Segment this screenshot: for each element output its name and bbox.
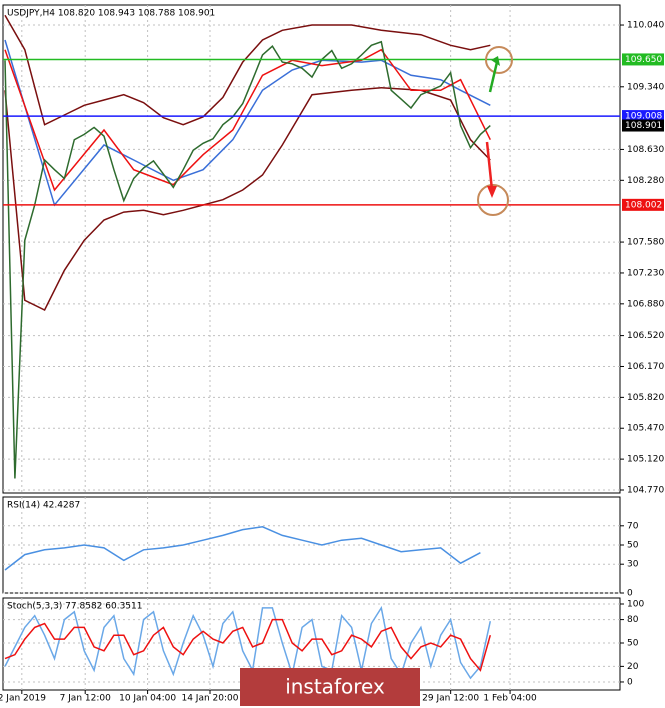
y-tick-label: 0: [627, 589, 633, 599]
y-tick-label: 104.770: [627, 486, 664, 496]
y-tick-label: 105.120: [627, 455, 664, 465]
y-tick-label: 105.470: [627, 424, 664, 434]
y-tick-label: 106.520: [627, 331, 664, 341]
arrow-head: [491, 56, 500, 66]
y-tick-label: 107.230: [627, 268, 664, 278]
level-label: 109.008: [625, 112, 662, 122]
panel-title: USDJPY,H4 108.820 108.943 108.788 108.90…: [7, 9, 215, 19]
x-tick-label: 2 Jan 2019: [0, 694, 46, 704]
x-tick-label: 14 Jan 20:00: [181, 694, 238, 704]
series-line: [4, 39, 491, 207]
x-tick-label: 1 Feb 04:00: [483, 694, 537, 704]
target-circle: [477, 184, 509, 216]
panel-title: Stoch(5,3,3) 77.8582 60.3511: [7, 602, 142, 612]
series-line: [4, 48, 491, 192]
level-label: 108.002: [625, 200, 662, 210]
y-tick-label: 30: [627, 560, 639, 570]
layer: 110.040 109.340 108.630 108.280 107.580 107.2…: [0, 4, 664, 704]
level-tag: [622, 110, 664, 123]
level-label: 109.650: [625, 55, 662, 65]
y-tick-label: 106.880: [627, 299, 664, 309]
series-line: [4, 526, 481, 571]
level-tag: [622, 198, 664, 211]
y-tick-label: 108.630: [627, 145, 664, 155]
series-line: [4, 40, 491, 479]
watermark: instaforex: [240, 668, 420, 706]
y-tick-label: 107.580: [627, 238, 664, 248]
y-tick-label: 109.340: [627, 82, 664, 92]
level-label: 108.901: [625, 121, 662, 131]
series-line: [4, 14, 491, 126]
annotations: [477, 46, 513, 216]
y-tick-label: 106.170: [627, 362, 664, 372]
series-line: [4, 605, 492, 680]
watermark-box: [240, 668, 420, 706]
arrow-head: [487, 186, 497, 198]
x-tick-label: 7 Jan 12:00: [60, 694, 112, 704]
y-tick-label: 70: [627, 521, 639, 531]
series-line: [4, 86, 491, 312]
y-tick-label: 50: [627, 541, 639, 551]
panel-title: RSI(14) 42.4287: [7, 501, 80, 511]
watermark-text: instaforex: [285, 675, 385, 699]
series-group: [4, 14, 491, 479]
y-tick-label: 80: [627, 615, 639, 625]
series-group: [4, 605, 492, 680]
y-tick-label: 110.040: [627, 21, 664, 31]
series-line: [4, 618, 492, 672]
y-tick-label: 105.820: [627, 393, 664, 403]
x-tick-label: 10 Jan 04:00: [119, 694, 176, 704]
level-tag: [622, 119, 664, 132]
arrow-up: [488, 61, 499, 93]
y-tick-label: 108.280: [627, 176, 664, 186]
target-circle: [485, 46, 513, 74]
y-tick-label: 0: [627, 677, 633, 687]
arrow-down: [485, 141, 494, 191]
x-tick-label: 29 Jan 12:00: [422, 694, 479, 704]
panel-frame: [2, 4, 621, 494]
series-group: [4, 526, 481, 571]
y-tick-label: 100: [627, 600, 644, 610]
level-tag: [622, 53, 664, 66]
y-tick-label: 20: [627, 662, 639, 672]
y-tick-label: 50: [627, 638, 639, 648]
